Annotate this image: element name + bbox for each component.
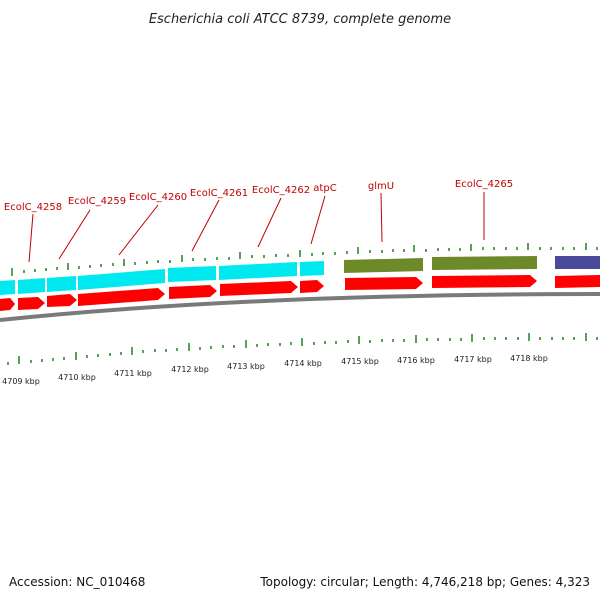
map-title: Escherichia coli ATCC 8739, complete gen… (149, 12, 451, 27)
gene-label: EcolC_4265 (455, 179, 513, 190)
label-leaders (28, 192, 485, 263)
kbp-label: 4710 kbp (58, 373, 96, 382)
kbp-labels: 4709 kbp 4710 kbp 4711 kbp 4712 kbp 4713… (2, 354, 548, 386)
gene-label: atpC (313, 183, 336, 194)
gene-features (0, 256, 600, 295)
gene-label: EcolC_4260 (129, 192, 187, 203)
kbp-label: 4715 kbp (341, 357, 379, 366)
gene-label: glmU (368, 181, 394, 192)
accession-text: Accession: NC_010468 (9, 575, 145, 589)
inner-ticks (7, 333, 598, 365)
genome-backbone (0, 292, 600, 322)
gene-label: EcolC_4259 (68, 196, 126, 207)
kbp-label: 4716 kbp (397, 356, 435, 365)
kbp-label: 4712 kbp (171, 365, 209, 374)
gene-labels: EcolC_4258 EcolC_4259 EcolC_4260 EcolC_4… (4, 179, 513, 213)
kbp-label: 4711 kbp (114, 369, 152, 378)
cds-features (0, 275, 600, 311)
kbp-label: 4718 kbp (510, 354, 548, 363)
kbp-label: 4717 kbp (454, 355, 492, 364)
outer-ticks (11, 243, 598, 276)
kbp-label: 4714 kbp (284, 359, 322, 368)
gene-label: EcolC_4258 (4, 202, 62, 213)
kbp-label: 4709 kbp (2, 377, 40, 386)
kbp-label: 4713 kbp (227, 362, 265, 371)
gene-label: EcolC_4262 (252, 185, 310, 196)
genome-stats-text: Topology: circular; Length: 4,746,218 bp… (259, 575, 590, 589)
gene-label: EcolC_4261 (190, 188, 248, 199)
